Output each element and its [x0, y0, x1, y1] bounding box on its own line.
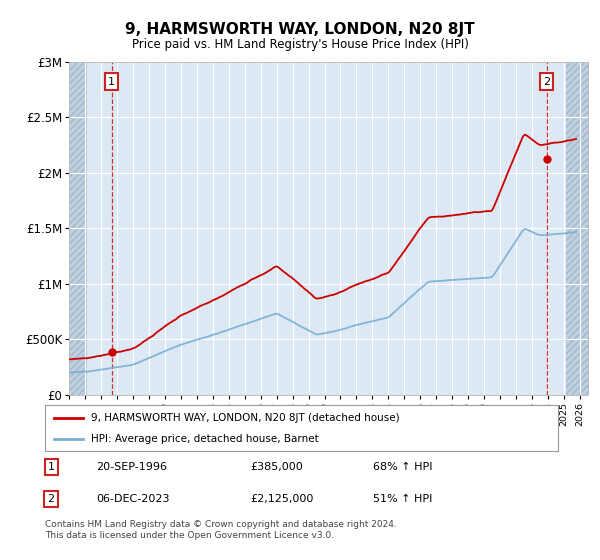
Bar — [566, 62, 588, 395]
Text: HPI: Average price, detached house, Barnet: HPI: Average price, detached house, Barn… — [91, 435, 319, 444]
Text: Contains HM Land Registry data © Crown copyright and database right 2024.
This d: Contains HM Land Registry data © Crown c… — [45, 520, 397, 540]
Text: 2: 2 — [47, 494, 55, 504]
Text: 1: 1 — [108, 77, 115, 87]
Text: 9, HARMSWORTH WAY, LONDON, N20 8JT (detached house): 9, HARMSWORTH WAY, LONDON, N20 8JT (deta… — [91, 413, 400, 423]
Text: Price paid vs. HM Land Registry's House Price Index (HPI): Price paid vs. HM Land Registry's House … — [131, 38, 469, 50]
Text: 06-DEC-2023: 06-DEC-2023 — [97, 494, 170, 504]
Text: 20-SEP-1996: 20-SEP-1996 — [97, 462, 167, 472]
Text: 51% ↑ HPI: 51% ↑ HPI — [373, 494, 433, 504]
Text: 2: 2 — [543, 77, 550, 87]
Text: 9, HARMSWORTH WAY, LONDON, N20 8JT: 9, HARMSWORTH WAY, LONDON, N20 8JT — [125, 22, 475, 38]
Text: 1: 1 — [47, 462, 55, 472]
Text: £385,000: £385,000 — [250, 462, 303, 472]
FancyBboxPatch shape — [45, 405, 558, 451]
Text: 68% ↑ HPI: 68% ↑ HPI — [373, 462, 433, 472]
Text: £2,125,000: £2,125,000 — [250, 494, 314, 504]
Bar — [69, 62, 86, 395]
